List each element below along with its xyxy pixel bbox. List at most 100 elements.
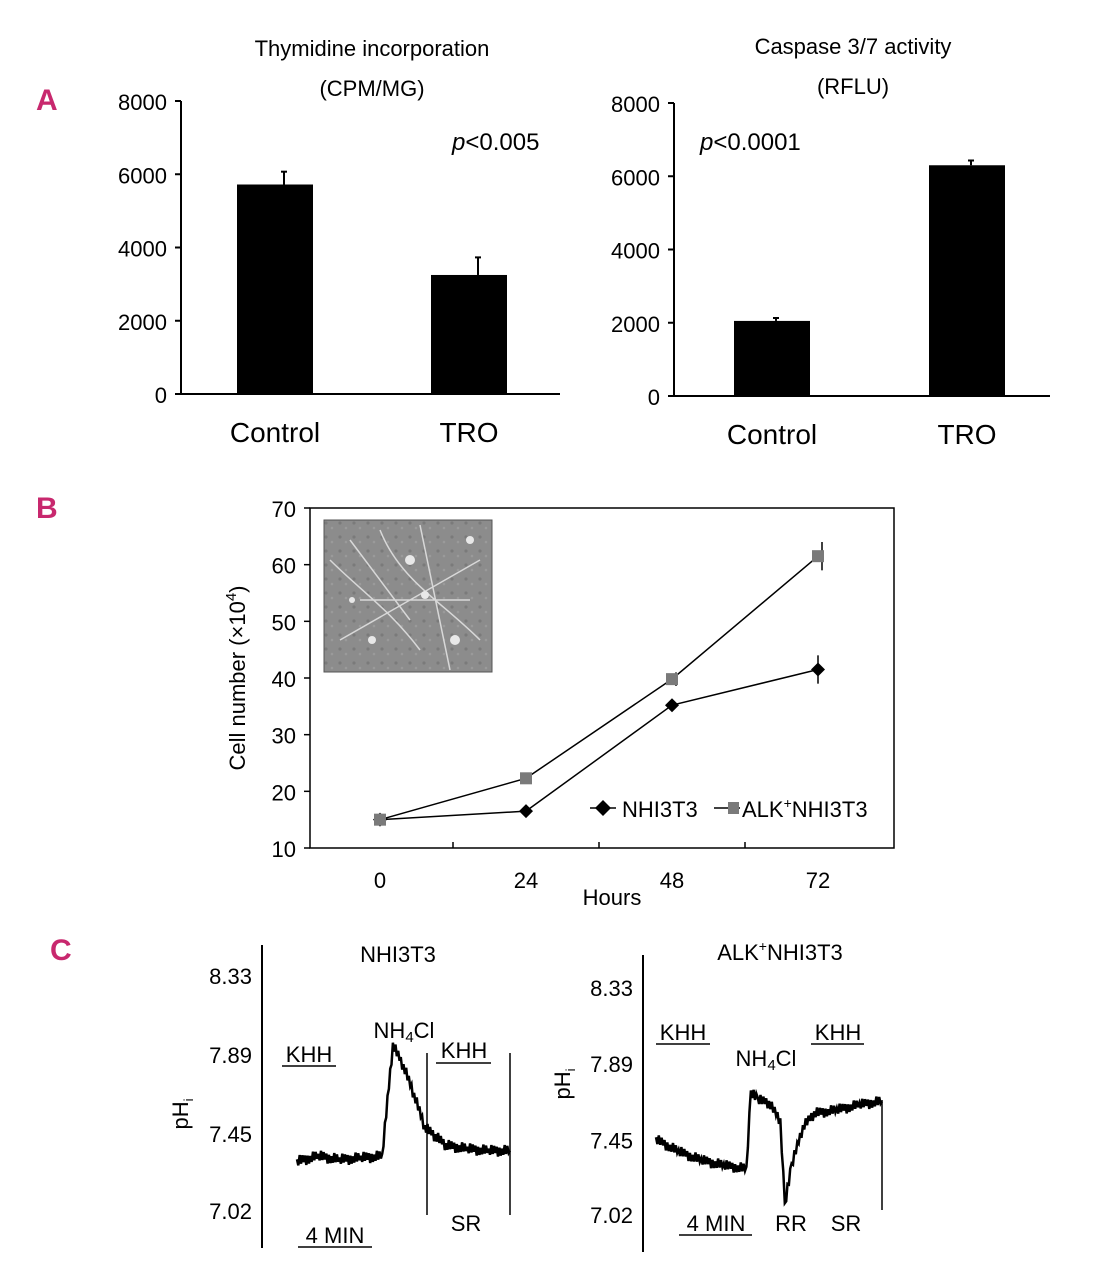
point-alk-nhi3t3 [812,550,824,563]
chart-b-growth: 10 20 30 40 50 60 70 0 24 48 72 Cell number (×104)… [223,497,895,910]
c2-ytick-label: 7.45 [590,1128,633,1153]
point-alk-nhi3t3 [666,673,678,686]
chart-c1-timescale: 4 MIN [306,1223,365,1248]
a1-category-label: Control [230,417,320,448]
chart-c1-sr: SR [451,1211,482,1236]
point-alk-nhi3t3 [520,772,532,785]
point-nhi3t3 [519,804,533,819]
chart-c2-sr: SR [831,1211,862,1236]
inset-micrograph-cellbodies [349,536,474,645]
a1-bar-control [237,184,313,394]
point-nhi3t3 [665,698,679,713]
a1-ytick-label: 6000 [118,163,167,188]
panel-letter-a: A [36,84,58,117]
chart-c1-title: NHI3T3 [360,942,436,967]
c1-ytick-label: 8.33 [209,964,252,989]
chart-a2-pvalue: p<0.0001 [699,129,801,156]
panel-letter-b: B [36,492,58,525]
legend-diamond-marker [595,800,611,816]
a2-ytick-label: 0 [648,385,660,410]
chart-b-xtick-label: 48 [660,868,684,893]
chart-a1-thymidine: Thymidine incorporation (CPM/MG) 0 2000 40… [118,36,560,448]
chart-b-ytick-label: 30 [272,724,296,749]
panel-letter-c: C [50,934,72,967]
a2-bar-tro [929,165,1005,396]
legend-square-marker [728,802,739,814]
chart-a2-yticks: 0 2000 4000 6000 8000 [611,92,674,410]
chart-b-error-bars [671,542,823,710]
chart-b-xlabel: Hours [583,885,642,910]
a2-bar-control [734,320,810,396]
chart-a2-categories: Control TRO [727,419,997,450]
chart-a1-categories: Control TRO [230,417,499,448]
point-alk-nhi3t3 [374,813,386,826]
chart-a1-pvalue: p<0.005 [451,129,539,156]
chart-b-ytick-label: 20 [272,780,296,805]
legend-nhi3t3-label: NHI3T3 [622,797,698,822]
chart-b-xtick-label: 24 [514,868,538,893]
c2-ytick-label: 7.02 [590,1203,633,1228]
chart-b-ticks: 10 20 30 40 50 60 70 0 24 48 72 [272,497,831,893]
a2-ytick-label: 6000 [611,165,660,190]
chart-c1-khh1: KHH [286,1042,332,1067]
legend-alk-label: ALK+NHI3T3 [742,795,868,822]
inset-micrograph-cells [329,524,481,671]
chart-c2-rr: RR [775,1211,807,1236]
chart-a1-error-bars [281,170,481,275]
a2-category-label: Control [727,419,817,450]
chart-b-ylabel: Cell number (×104) [223,585,250,770]
a2-category-label: TRO [937,419,996,450]
c1-ytick-label: 7.02 [209,1199,252,1224]
chart-c2-yticks: 7.02 7.45 7.89 8.33 [590,976,633,1228]
a1-ytick-label: 4000 [118,237,167,262]
chart-a1-yticks: 0 2000 4000 6000 8000 [118,90,181,408]
chart-b-legend: NHI3T3 ALK+NHI3T3 [590,795,868,822]
a1-ytick-label: 0 [155,383,167,408]
chart-c1-nh4cl: NH4Cl [374,1018,435,1046]
inset-micrograph-image [323,519,493,673]
chart-c2-title: ALK+NHI3T3 [717,938,843,965]
a1-ytick-label: 8000 [118,90,167,115]
a1-category-label: TRO [439,417,498,448]
chart-c2-timescale: 4 MIN [687,1211,746,1236]
chart-a2-bars [734,165,1005,396]
chart-a1-bars [237,184,507,394]
point-nhi3t3 [811,662,825,677]
chart-b-ytick-label: 10 [272,837,296,862]
chart-b-xtick-label: 0 [374,868,386,893]
c1-ytick-label: 7.89 [209,1043,252,1068]
chart-a2-caspase: Caspase 3/7 activity (RFLU) 0 2000 4000 600… [611,34,1050,450]
c2-ytick-label: 8.33 [590,976,633,1001]
series-line-nhi3t3 [379,668,819,821]
a2-ytick-label: 2000 [611,312,660,337]
chart-a2-title: Caspase 3/7 activity [755,34,952,59]
a1-ytick-label: 2000 [118,310,167,335]
chart-b-ytick-label: 40 [272,667,296,692]
chart-b-ytick-label: 70 [272,497,296,522]
chart-c1-trace-line [295,1042,512,1166]
chart-a2-subtitle: (RFLU) [817,74,889,99]
chart-b-ytick-label: 50 [272,610,296,635]
chart-b-ytick-label: 60 [272,554,296,579]
chart-c2-phi-trace: ALK+NHI3T3 7.02 7.45 7.89 8.33 pHi KHH NH4C… [550,938,884,1252]
chart-c1-khh2: KHH [441,1038,487,1063]
chart-c1-phi-trace: NHI3T3 7.02 7.45 7.89 8.33 pHi KHH NH4Cl KH… [168,942,512,1248]
c2-ytick-label: 7.89 [590,1052,633,1077]
chart-c2-nh4cl: NH4Cl [736,1046,797,1074]
a2-ytick-label: 4000 [611,239,660,264]
a1-bar-tro [431,274,507,394]
series-line-alk-nhi3t3 [379,555,819,821]
chart-c1-ylabel: pHi [168,1098,196,1129]
chart-c2-trace-line [654,1088,884,1207]
a2-ytick-label: 8000 [611,92,660,117]
chart-b-series-lines [379,555,819,821]
chart-c2-khh2: KHH [815,1020,861,1045]
chart-a1-title: Thymidine incorporation [255,36,490,61]
chart-a2-error-bars [773,159,974,321]
chart-b-points [373,550,825,827]
chart-c1-yticks: 7.02 7.45 7.89 8.33 [209,964,252,1224]
chart-a1-subtitle: (CPM/MG) [319,76,424,101]
chart-c2-khh1: KHH [660,1020,706,1045]
